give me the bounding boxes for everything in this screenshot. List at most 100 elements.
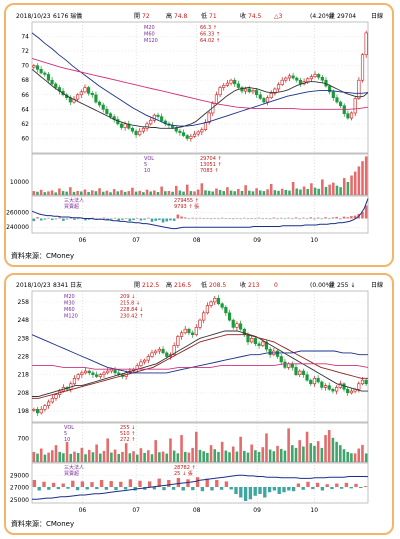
institutional-bar (209, 218, 213, 220)
volume-legend-value: 29704 ↑ (200, 156, 222, 162)
volume-bar (80, 447, 84, 462)
candle-body (146, 356, 150, 361)
volume-bar (113, 449, 117, 462)
volume-bar (183, 451, 187, 462)
header-pct: (0.00%) (310, 282, 334, 289)
volume-bar (287, 428, 290, 462)
institutional-bar (250, 218, 253, 219)
candle-body (227, 312, 232, 321)
volume-bar (258, 190, 262, 195)
volume-bar (102, 450, 106, 462)
institutional-bar (320, 487, 325, 491)
institutional-bar (152, 487, 157, 490)
ma-legend-name: M20 (144, 25, 155, 31)
candle-body (251, 90, 255, 93)
candle-body (331, 91, 335, 98)
candle-body (105, 109, 109, 115)
candle-body (309, 379, 313, 385)
stock-chart-6176: 2018/10/23 6176 瑞儀開 72 高 74.8 低 71 收 74.5 △3 (4.20… (6, 12, 383, 244)
institutional-bar (316, 217, 320, 219)
month-tick-label: 10 (310, 507, 318, 514)
institutional-line (31, 198, 369, 230)
institutional-bar (106, 218, 109, 221)
candle-body (312, 378, 317, 385)
volume-bar (145, 189, 149, 195)
institutional-bar (272, 217, 276, 219)
institutional-bar (354, 483, 358, 487)
candle-body (39, 408, 43, 414)
header-close-label: 收 (240, 12, 246, 20)
volume-bar (246, 452, 250, 462)
volume-bar (83, 189, 87, 195)
volume-bar (65, 441, 69, 462)
ma-legend-name: M30 (64, 301, 75, 307)
price-tick-label: 74 (21, 34, 29, 41)
institutional-bar (364, 205, 368, 219)
price-tick-label: 208 (18, 390, 30, 397)
institutional-bar (248, 487, 253, 500)
volume-bar (316, 441, 320, 462)
volume-bar (101, 191, 105, 195)
institutional-bar (62, 218, 65, 221)
volume-bar (180, 435, 183, 462)
volume-bar (109, 192, 112, 195)
volume-bar (309, 443, 313, 462)
volume-bar (61, 191, 65, 195)
institutional-bar (158, 218, 161, 221)
volume-bar (132, 451, 135, 462)
header-low-label: 低 (201, 12, 207, 20)
volume-bar (324, 435, 327, 462)
candle-body (216, 297, 221, 305)
ma-legend-value: 209 ↓ (120, 294, 135, 300)
volume-bar (36, 191, 39, 195)
candle-body (247, 88, 251, 93)
candle-body (119, 123, 124, 128)
volume-bar (196, 189, 200, 195)
volume-bar (198, 449, 202, 462)
volume-bar (339, 445, 342, 462)
volume-bar (95, 444, 98, 462)
candle-body (98, 374, 102, 377)
candle-body (279, 356, 283, 363)
chart-panel-1: 2018/10/23 6176 瑞儀開 72 高 74.8 低 71 收 74.5 △3 (4.20… (4, 3, 394, 267)
institutional-bar (37, 487, 41, 491)
volume-bar (138, 190, 142, 195)
institutional-bar (69, 217, 73, 219)
volume-bar (229, 190, 233, 195)
candle-body (328, 85, 332, 93)
ma-line-m120 (32, 363, 369, 370)
volume-bar (272, 451, 276, 462)
institutional-bar (138, 480, 142, 487)
candle-body (309, 76, 313, 80)
candle-body (220, 303, 224, 308)
volume-bar (254, 450, 257, 462)
header-low: 208.5 (209, 282, 226, 289)
ma-legend-value: 215.8 ↓ (120, 301, 140, 307)
candle-body (349, 112, 354, 119)
volume-bar (147, 450, 150, 462)
volume-bar (320, 447, 324, 462)
candle-body (143, 359, 147, 363)
candle-body (102, 372, 106, 375)
volume-bar (248, 190, 251, 195)
institutional-bar (335, 216, 338, 219)
institutional-bar (165, 218, 169, 222)
institutional-bar (217, 218, 220, 220)
institutional-bar (90, 482, 94, 487)
candle-body (196, 131, 200, 135)
volume-bar (32, 191, 36, 195)
volume-bar (213, 449, 217, 462)
volume-legend-value: 7083 ↑ (200, 168, 219, 174)
candle-body (39, 69, 43, 74)
institutional-bar (42, 481, 46, 487)
header-change: △3 (274, 13, 283, 20)
volume-bar (105, 190, 109, 195)
header-volume: 255 ↓ (337, 282, 355, 289)
candle-body (160, 116, 164, 122)
institutional-bar (235, 217, 239, 219)
institutional-bar (331, 217, 335, 219)
header-date: 2018/10/23 (16, 13, 51, 20)
volume-bar (235, 451, 239, 462)
institutional-tick-label: 260000 (6, 210, 29, 217)
institutional-bar (87, 218, 91, 220)
